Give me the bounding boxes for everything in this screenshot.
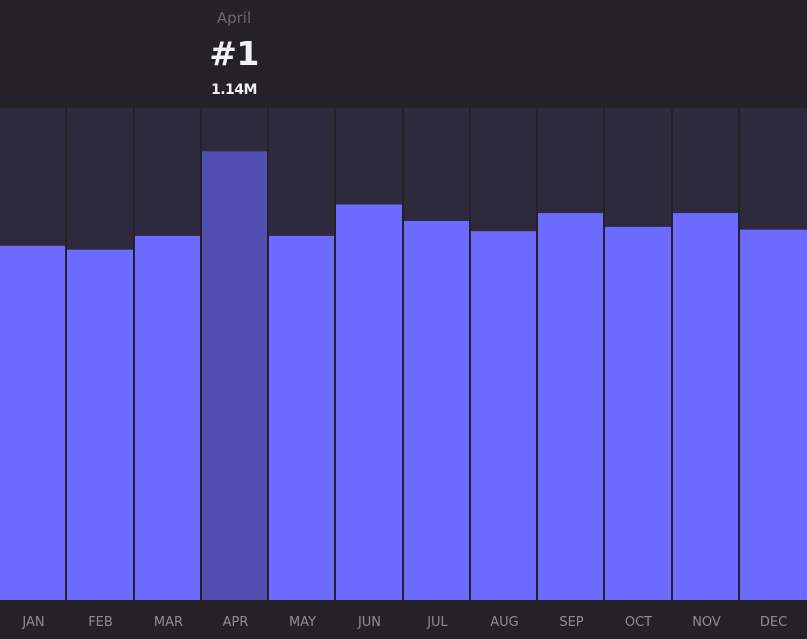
- x-tick-aug: AUG: [490, 615, 519, 630]
- bar-jul[interactable]: [404, 220, 469, 600]
- selected-month-tooltip: April #1 1.14M: [134, 0, 334, 108]
- x-tick-sep: SEP: [559, 615, 584, 630]
- x-tick-nov: NOV: [692, 615, 721, 630]
- tooltip-month-label: April: [216, 9, 252, 27]
- bar-feb[interactable]: [67, 249, 133, 600]
- bar-jan[interactable]: [0, 245, 65, 600]
- x-tick-oct: OCT: [624, 615, 653, 630]
- monthly-bar-chart: [0, 108, 807, 600]
- bar-mar[interactable]: [135, 235, 200, 600]
- bar-may[interactable]: [269, 235, 334, 600]
- tooltip-value: 1.14M: [211, 82, 257, 98]
- x-tick-mar: MAR: [153, 615, 184, 630]
- x-axis: JAN FEB MAR APR MAY JUN JUL AUG SEP OCT NOV DEC: [0, 600, 807, 639]
- bar-oct[interactable]: [605, 226, 671, 600]
- x-tick-dec: DEC: [759, 615, 788, 630]
- x-tick-apr: APR: [222, 615, 249, 630]
- bar-aug[interactable]: [471, 231, 536, 600]
- bar-sep[interactable]: [538, 213, 603, 600]
- x-tick-jan: JAN: [22, 615, 45, 630]
- x-tick-jun: JUN: [357, 615, 382, 630]
- x-tick-may: MAY: [288, 615, 317, 630]
- tooltip-rank: #1: [209, 34, 259, 73]
- bar-dec[interactable]: [740, 229, 807, 600]
- x-tick-jul: JUL: [427, 615, 448, 630]
- bar-nov[interactable]: [673, 213, 738, 600]
- bar-apr[interactable]: [202, 151, 267, 600]
- bar-jun[interactable]: [336, 204, 402, 600]
- x-tick-feb: FEB: [88, 615, 113, 630]
